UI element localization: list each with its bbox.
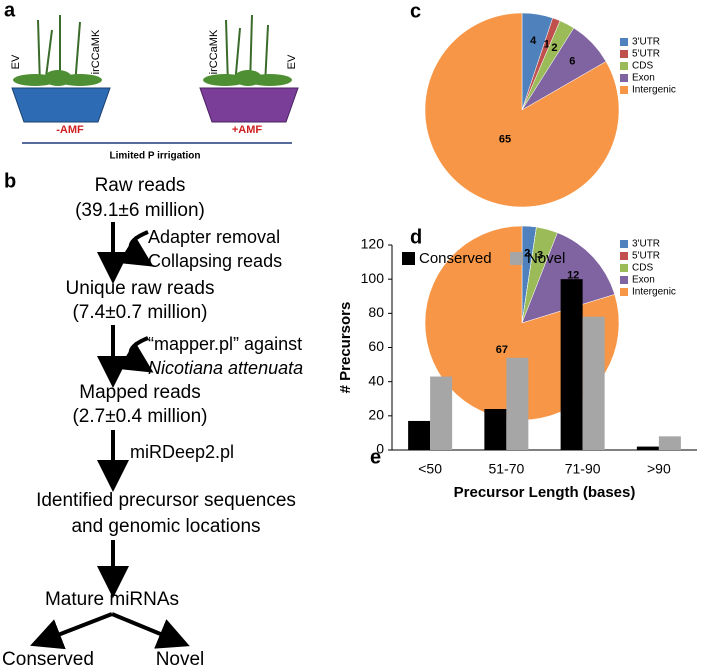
legend-swatch bbox=[510, 252, 523, 265]
node-text: (39.1±6 million) bbox=[75, 200, 205, 221]
bar bbox=[636, 446, 659, 450]
step-text: “mapper.pl” against bbox=[148, 334, 302, 354]
footer: Limited P irrigation bbox=[110, 151, 201, 162]
legend-label: Exon bbox=[632, 73, 655, 84]
legend-swatch bbox=[620, 50, 628, 58]
leaves bbox=[13, 70, 292, 86]
data-label: 67 bbox=[496, 344, 508, 356]
legend-swatch bbox=[620, 276, 628, 284]
legend-swatch bbox=[620, 74, 628, 82]
x-tick-label: >90 bbox=[647, 461, 671, 477]
legend-label: Novel bbox=[527, 250, 565, 267]
legend-label: Exon bbox=[632, 275, 655, 286]
y-tick-label: 80 bbox=[368, 304, 384, 320]
bar bbox=[506, 357, 529, 450]
legend-label: Conserved bbox=[419, 250, 492, 267]
x-axis-label: Precursor Length (bases) bbox=[454, 484, 636, 501]
node-text: Novel bbox=[156, 649, 205, 670]
data-label: 3 bbox=[537, 249, 543, 261]
node-text: Mapped reads bbox=[79, 382, 200, 403]
node-text: Unique raw reads bbox=[66, 278, 215, 299]
legend-label: 3'UTR bbox=[632, 37, 660, 48]
panel-label: b bbox=[4, 170, 16, 192]
legend-swatch bbox=[620, 264, 628, 272]
panel-label: a bbox=[4, 0, 16, 21]
bar bbox=[430, 376, 453, 450]
y-tick-label: 0 bbox=[376, 441, 384, 457]
legend-label: 3'UTR bbox=[632, 239, 660, 250]
step-text: Collapsing reads bbox=[148, 251, 282, 271]
legend-swatch bbox=[620, 62, 628, 70]
y-tick-label: 120 bbox=[361, 236, 385, 252]
node-text: Mature miRNAs bbox=[45, 589, 179, 610]
step-text: Nicotiana attenuata bbox=[148, 358, 303, 378]
bar bbox=[408, 420, 431, 450]
panel-label: d bbox=[410, 226, 422, 248]
legend-label: 5'UTR bbox=[632, 251, 660, 262]
y-tick-label: 20 bbox=[368, 407, 384, 423]
bar bbox=[484, 409, 507, 450]
condition: -AMF bbox=[56, 124, 84, 136]
plant-label: EV bbox=[10, 54, 22, 69]
bar bbox=[582, 316, 605, 450]
data-label: 65 bbox=[499, 133, 511, 145]
flowchart: Raw reads (39.1±6 million) Adapter remov… bbox=[2, 175, 303, 670]
y-tick-label: 60 bbox=[368, 338, 384, 354]
data-label: 2 bbox=[551, 42, 557, 54]
legend-label: 5'UTR bbox=[632, 49, 660, 60]
legend-swatch bbox=[620, 288, 628, 296]
y-tick-label: 40 bbox=[368, 372, 384, 388]
x-tick-label: 71-90 bbox=[565, 461, 601, 477]
data-label: 4 bbox=[530, 35, 537, 47]
node-text: (7.4±0.7 million) bbox=[72, 302, 207, 323]
legend-label: CDS bbox=[632, 263, 653, 274]
node-text: and genomic locations bbox=[71, 516, 260, 537]
plant-label: irCCaMK bbox=[90, 29, 102, 74]
node-text: Raw reads bbox=[95, 175, 186, 196]
node-text: (2.7±0.4 million) bbox=[72, 406, 207, 427]
pie-slice bbox=[424, 12, 620, 208]
step-text: miRDeep2.pl bbox=[130, 442, 234, 462]
node-text: Identified precursor sequences bbox=[36, 490, 296, 511]
legend-label: Intergenic bbox=[632, 287, 676, 298]
plant-label: irCCaMK bbox=[208, 29, 220, 74]
x-tick-label: <50 bbox=[418, 461, 442, 477]
panel-label: e bbox=[370, 446, 381, 468]
panel-label: c bbox=[410, 0, 421, 22]
plant-label: EV bbox=[286, 54, 298, 69]
data-label: 2 bbox=[524, 247, 530, 259]
pie-slice bbox=[521, 232, 616, 324]
node-text: Conserved bbox=[2, 649, 94, 670]
bar bbox=[560, 279, 583, 450]
y-tick-label: 100 bbox=[361, 270, 385, 286]
legend-swatch bbox=[620, 38, 628, 46]
data-label: 6 bbox=[569, 56, 575, 68]
step-text: Adapter removal bbox=[148, 227, 280, 247]
legend-label: Intergenic bbox=[632, 85, 676, 96]
bar bbox=[658, 436, 681, 450]
data-label: 1 bbox=[544, 39, 550, 51]
legend-swatch bbox=[402, 252, 415, 265]
plants bbox=[37, 14, 269, 86]
x-tick-label: 51-70 bbox=[488, 461, 524, 477]
legend-swatch bbox=[620, 252, 628, 260]
legend-label: CDS bbox=[632, 61, 653, 72]
legend-swatch bbox=[620, 86, 628, 94]
legend-swatch bbox=[620, 240, 628, 248]
pot bbox=[199, 87, 299, 123]
y-axis-label: # Precursors bbox=[337, 302, 354, 394]
pot bbox=[11, 87, 111, 123]
condition: +AMF bbox=[232, 124, 263, 136]
data-label: 12 bbox=[567, 269, 579, 281]
